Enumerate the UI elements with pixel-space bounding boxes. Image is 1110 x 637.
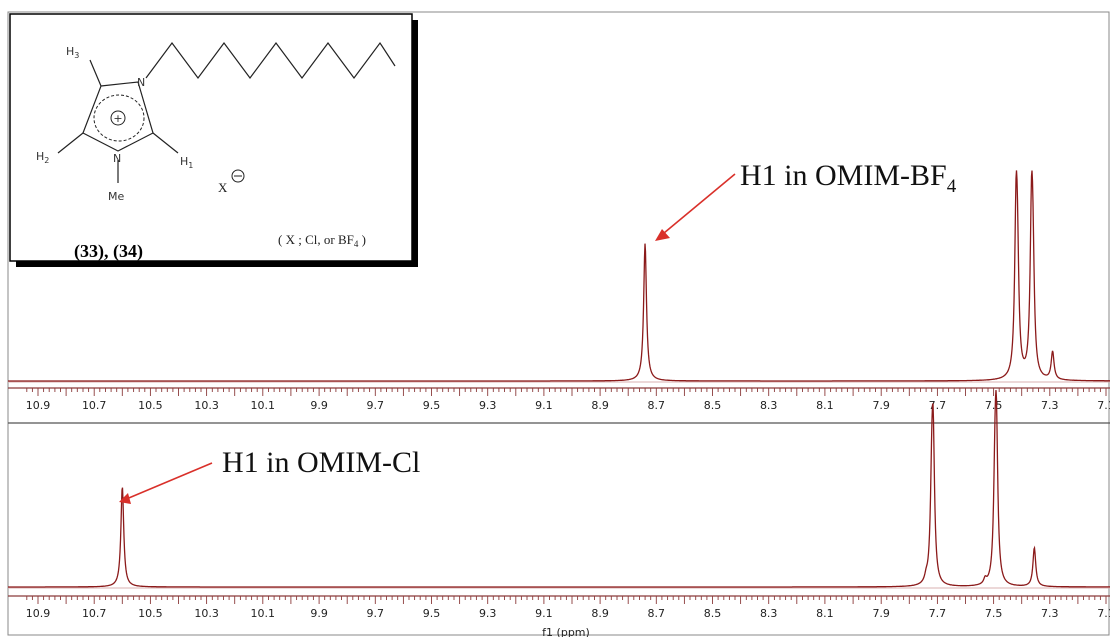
tick-label-top: 10.9 (26, 399, 51, 412)
annotation-arrow-top (657, 173, 736, 239)
tick-label-bottom: 7.3 (1041, 607, 1059, 620)
tick-label-top: 7.7 (929, 399, 947, 412)
bond-c4-h3 (89, 59, 102, 87)
tick-label-top: 7.5 (985, 399, 1003, 412)
tick-label-bottom: 8.7 (648, 607, 666, 620)
counter-ion-legend: ( X ; Cl, or BF4 ) (278, 232, 366, 249)
tick-label-bottom: 8.1 (816, 607, 834, 620)
spectrum-panel-bottom: 10.9 10.7 10.5 10.3 10.1 9.9 9.7 9.5 9.3 9.1 8.9 8.… (8, 390, 1110, 637)
tick-label-top: 10.5 (138, 399, 163, 412)
tick-label-bottom: 9.1 (535, 607, 553, 620)
spectrum-trace-top (8, 170, 1110, 382)
arrowhead-bottom (119, 493, 131, 504)
tick-label-top: 8.3 (760, 399, 778, 412)
tick-label-top: 10.7 (82, 399, 107, 412)
tick-label-top: 9.1 (535, 399, 553, 412)
x-axis-title: f1 (ppm) (542, 626, 590, 637)
tick-label-top: 8.7 (648, 399, 666, 412)
atom-h1: H1 (180, 155, 193, 170)
atom-h3: H3 (66, 45, 79, 60)
structure-inset: + H3 N H2 N H1 Me X ( X ; Cl, or BF4 ) (… (9, 13, 418, 267)
arrowhead-top (655, 229, 670, 241)
tick-label-bottom: 7.5 (985, 607, 1003, 620)
tick-label-top: 10.1 (251, 399, 276, 412)
tick-label-top: 7.1 (1097, 399, 1110, 412)
annotation-omim-cl: H1 in OMIM-Cl (222, 446, 420, 479)
tick-label-top: 8.1 (816, 399, 834, 412)
tick-label-bottom: 7.1 (1097, 607, 1110, 620)
tick-label-top: 7.9 (872, 399, 890, 412)
atom-n3: N (113, 152, 121, 165)
tick-label-bottom: 7.9 (872, 607, 890, 620)
bond-c5-h2 (57, 132, 84, 154)
tick-label-bottom: 8.5 (704, 607, 722, 620)
tick-label-top: 9.7 (367, 399, 385, 412)
tick-label-top: 9.5 (423, 399, 441, 412)
x-axis-bottom: 10.9 10.7 10.5 10.3 10.1 9.9 9.7 9.5 9.3 9.1 8.9 8.… (8, 595, 1110, 620)
anion-charge-circle (231, 169, 245, 183)
bond-c2-h1 (152, 132, 179, 154)
imidazolium-ring (82, 81, 154, 152)
tick-label-top: 8.5 (704, 399, 722, 412)
tick-label-bottom: 9.5 (423, 607, 441, 620)
plus-charge-circle (110, 110, 126, 126)
annotation-omim-bf4: H1 in OMIM-BF4 (740, 159, 957, 197)
tick-label-top: 8.9 (591, 399, 609, 412)
delocalized-charge-ring (93, 94, 145, 142)
tick-label-bottom: 10.7 (82, 607, 107, 620)
compound-numbers: (33), (34) (74, 241, 143, 262)
tick-label-bottom: 9.3 (479, 607, 497, 620)
figure-frame (7, 11, 1110, 636)
spectrum-panel-top: 10.9 10.7 10.5 10.3 10.1 9.9 9.7 9.5 9.3 9.1 8.9 8.… (8, 159, 1110, 412)
octyl-chain (145, 41, 396, 80)
counter-anion-x: X (218, 180, 228, 195)
atom-h2: H2 (36, 150, 49, 165)
tick-label-bottom: 10.9 (26, 607, 51, 620)
tick-label-bottom: 10.1 (251, 607, 276, 620)
annotation-arrow-bottom (123, 462, 213, 501)
tick-label-top: 9.3 (479, 399, 497, 412)
atom-methyl: Me (108, 190, 124, 203)
tick-label-bottom: 8.9 (591, 607, 609, 620)
plus-sign: + (113, 112, 122, 125)
tick-label-bottom: 10.5 (138, 607, 163, 620)
tick-label-top: 7.3 (1041, 399, 1059, 412)
x-axis-top: 10.9 10.7 10.5 10.3 10.1 9.9 9.7 9.5 9.3 9.1 8.9 8.… (8, 387, 1110, 412)
tick-label-bottom: 7.7 (929, 607, 947, 620)
tick-label-bottom: 9.7 (367, 607, 385, 620)
tick-label-top: 9.9 (310, 399, 328, 412)
tick-label-bottom: 9.9 (310, 607, 328, 620)
spectrum-trace-bottom (8, 390, 1110, 588)
tick-label-top: 10.3 (194, 399, 219, 412)
atom-n1: N (137, 76, 145, 89)
tick-label-bottom: 8.3 (760, 607, 778, 620)
tick-label-bottom: 10.3 (194, 607, 219, 620)
